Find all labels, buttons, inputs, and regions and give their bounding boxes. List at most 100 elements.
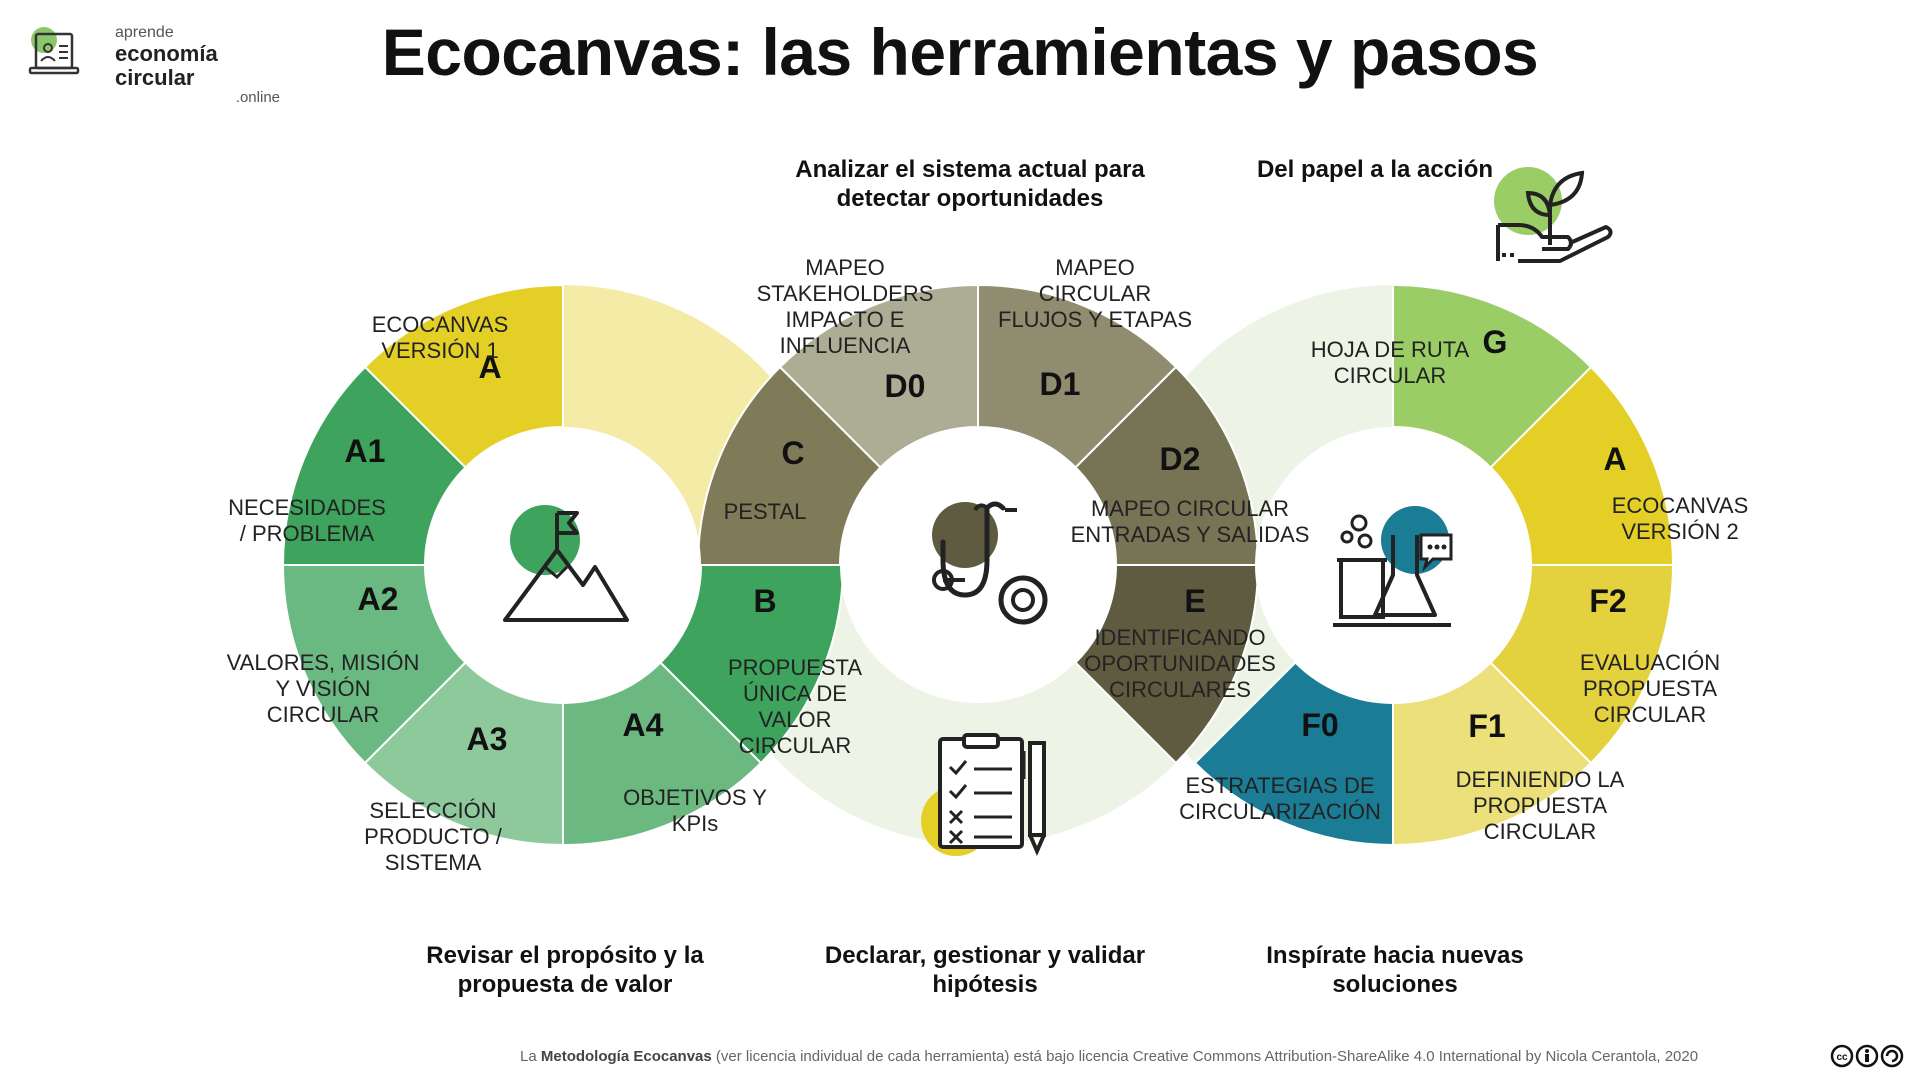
segment-label-line: CIRCULARIZACIÓN (1179, 799, 1381, 824)
segment-label-line: CIRCULAR (1594, 702, 1706, 727)
segment-label-line: HOJA DE RUTA (1311, 337, 1470, 362)
segment-label-line: DEFINIENDO LA (1456, 767, 1625, 792)
segment-code-e-10: E (1184, 583, 1205, 619)
checklist-pencil-icon (921, 733, 1046, 856)
segment-label-a4-4: OBJETIVOS Y KPIs (623, 785, 767, 836)
segment-label-b-5: PROPUESTA ÚNICA DE VALOR CIRCULAR (728, 655, 862, 758)
segment-label-line: VALORES, MISIÓN (227, 650, 420, 675)
footer-rest: (ver licencia individual de cada herrami… (711, 1048, 1699, 1065)
segment-label-line: ENTRADAS Y SALIDAS (1071, 522, 1310, 547)
segment-label-line: IDENTIFICANDO (1094, 625, 1265, 650)
logo: aprende economía circular .online (26, 24, 286, 105)
segment-label-f0-11: ESTRATEGIAS DE CIRCULARIZACIÓN (1179, 773, 1381, 824)
segment-label-d0-7: MAPEO STAKEHOLDERS IMPACTO E INFLUENCIA (757, 255, 934, 358)
segment-label-line: CIRCULAR (1334, 363, 1446, 388)
segment-code-a-0: A (478, 349, 501, 385)
logo-line-economia: economía circular (115, 40, 218, 90)
segment-label-d2-9: MAPEO CIRCULAR ENTRADAS Y SALIDAS (1071, 496, 1310, 547)
stethoscope-icon (932, 501, 1048, 625)
segment-code-a3-3: A3 (467, 721, 508, 757)
logo-line-aprende: aprende (115, 24, 174, 41)
segment-label-line: STAKEHOLDERS (757, 281, 934, 306)
segment-label-a2-2: VALORES, MISIÓN Y VISIÓN CIRCULAR (227, 650, 420, 727)
footer-bold: Metodología Ecocanvas (540, 1048, 712, 1065)
segment-code-g-15: G (1483, 324, 1508, 360)
segment-label-line: EVALUACIÓN (1580, 650, 1720, 675)
segment-code-a2-2: A2 (358, 581, 399, 617)
lab-flask-chat-icon (1333, 506, 1453, 627)
segment-label-f1-12: DEFINIENDO LA PROPUESTA CIRCULAR (1456, 767, 1625, 844)
segment-label-line: INFLUENCIA (780, 333, 911, 358)
segment-label-line: ECOCANVAS (372, 312, 509, 337)
caption-inspirate: Inspírate hacia nuevas soluciones (1266, 942, 1524, 998)
caption-revisar: Revisar el propósito y la propuesta de v… (426, 942, 704, 998)
svg-text:cc: cc (1836, 1052, 1848, 1063)
segment-label-line: CIRCULAR (739, 733, 851, 758)
segment-label-line: CIRCULAR (1484, 819, 1596, 844)
caption-declarar: Declarar, gestionar y validar hipótesis (824, 942, 1146, 998)
segment-code-b-5: B (753, 583, 776, 619)
segment-code-f0-11: F0 (1301, 707, 1338, 743)
footer-prefix: La (520, 1048, 541, 1065)
segment-label-line: PROPUESTA (1473, 793, 1607, 818)
segment-label-line: FLUJOS Y ETAPAS (998, 307, 1192, 332)
segment-label-line: ECOCANVAS (1612, 493, 1749, 518)
segment-label-g-15: HOJA DE RUTA CIRCULAR (1311, 337, 1470, 388)
segment-label-line: NECESIDADES (228, 495, 386, 520)
segment-code-a4-4: A4 (623, 707, 664, 743)
segment-code-a1-1: A1 (345, 433, 386, 469)
logo-line-online: .online (235, 88, 280, 106)
segments-group (281, 283, 1675, 847)
segment-label-line: PROPUESTA (1583, 676, 1717, 701)
segment-label-line: ESTRATEGIAS DE (1185, 773, 1374, 798)
segment-code-f1-12: F1 (1468, 708, 1505, 744)
segment-code-c-6: C (781, 435, 804, 471)
segment-label-line: PRODUCTO / (364, 824, 503, 849)
segment-label-line: OBJETIVOS Y (623, 785, 767, 810)
segment-label-line: MAPEO (1055, 255, 1134, 280)
segment-code-d0-7: D0 (885, 368, 926, 404)
segment-code-d1-8: D1 (1040, 366, 1081, 402)
segment-label-e-10: IDENTIFICANDO OPORTUNIDADES CIRCULARES (1084, 625, 1276, 702)
segment-label-line: ÚNICA DE (743, 681, 847, 706)
segment-label-a-0: ECOCANVAS VERSIÓN 1 (372, 312, 509, 363)
cc-by-sa-icon[interactable]: cc (1830, 1044, 1906, 1068)
page-title: Ecocanvas: las herramientas y pasos (381, 15, 1539, 89)
segment-label-line: SISTEMA (385, 850, 482, 875)
segment-label-d1-8: MAPEO CIRCULAR FLUJOS Y ETAPAS (998, 255, 1192, 332)
segment-label-line: OPORTUNIDADES (1084, 651, 1276, 676)
segment-label-line: PROPUESTA (728, 655, 862, 680)
segment-label-line: SELECCIÓN (369, 798, 496, 823)
segment-label-line: VERSIÓN 2 (1621, 519, 1738, 544)
segment-label-a3-3: SELECCIÓN PRODUCTO / SISTEMA (364, 798, 503, 875)
footer-license: La Metodología Ecocanvas (ver licencia i… (520, 1048, 1820, 1065)
segment-label-line: CIRCULARES (1109, 677, 1251, 702)
segment-label-c-6: PESTAL (724, 499, 807, 524)
plant-hand-icon (1494, 167, 1613, 263)
segment-label-line: KPIs (672, 811, 718, 836)
segment-label-line: CIRCULAR (267, 702, 379, 727)
caption-analizar: Analizar el sistema actual para detectar… (795, 156, 1145, 212)
segment-label-f2-13: EVALUACIÓN PROPUESTA CIRCULAR (1580, 650, 1720, 727)
segment-label-line: VALOR (759, 707, 832, 732)
segment-label-line: VERSIÓN 1 (381, 338, 498, 363)
segment-label-a-14: ECOCANVAS VERSIÓN 2 (1612, 493, 1749, 544)
segment-label-line: IMPACTO E (786, 307, 905, 332)
segment-code-a-14: A (1603, 441, 1626, 477)
mountain-flag-icon (503, 505, 629, 622)
segment-label-line: / PROBLEMA (240, 521, 375, 546)
segment-label-a1-1: NECESIDADES / PROBLEMA (228, 495, 386, 546)
segment-label-line: Y VISIÓN (276, 676, 371, 701)
segment-code-d2-9: D2 (1160, 441, 1201, 477)
caption-papel: Del papel a la acción (1256, 156, 1494, 183)
segment-label-line: CIRCULAR (1039, 281, 1151, 306)
logo-laptop-icon (28, 27, 80, 75)
segment-code-f2-13: F2 (1589, 583, 1626, 619)
segment-codes: A A1 A2 A3 A4 B C D0 D1 D2 E F0 F1 F2 A G (345, 324, 1627, 757)
segment-label-line: MAPEO (805, 255, 884, 280)
segment-label-line: MAPEO CIRCULAR (1091, 496, 1289, 521)
segment-label-line: PESTAL (724, 499, 807, 524)
